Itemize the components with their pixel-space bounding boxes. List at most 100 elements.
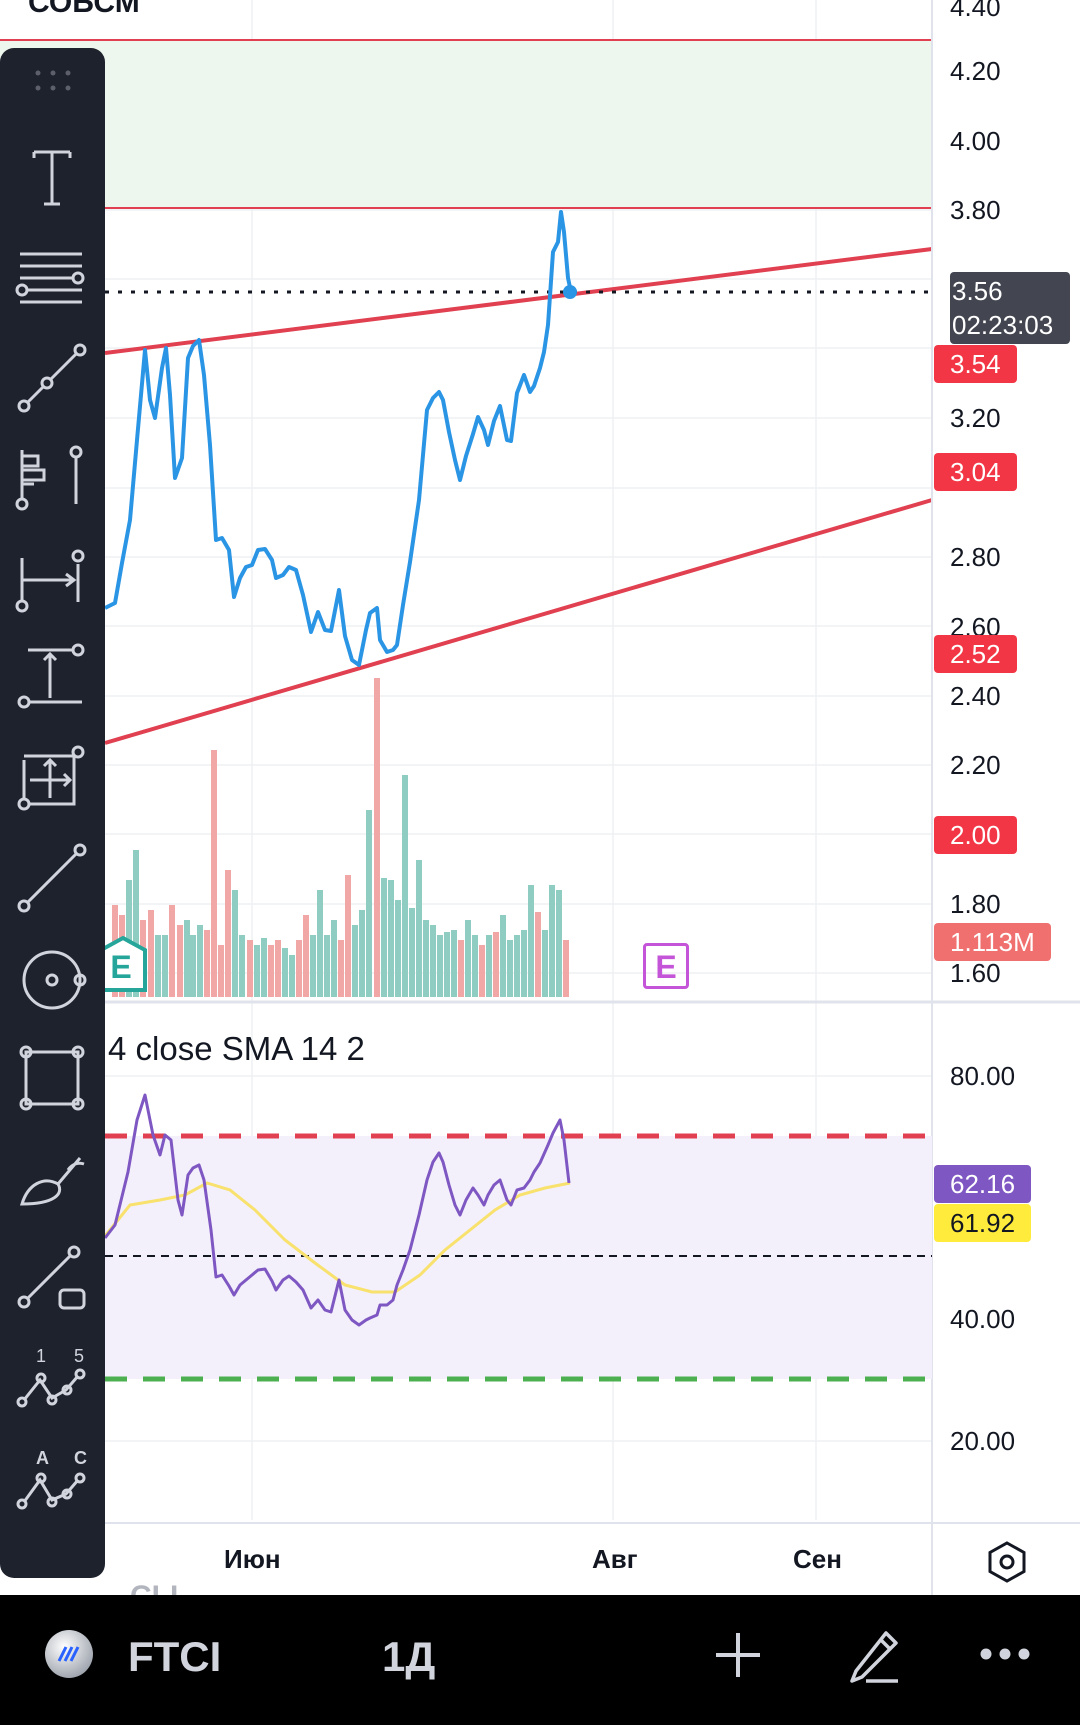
volume-bar xyxy=(493,932,499,997)
elliott-label-1: 1 xyxy=(36,1346,46,1366)
symbol-name[interactable]: FTCI xyxy=(128,1633,222,1680)
price-tick: 1.80 xyxy=(950,889,1001,919)
price-line[interactable] xyxy=(104,210,573,667)
volume-bar xyxy=(402,775,408,997)
elliott-wave-tool[interactable]: 1 5 xyxy=(0,1330,105,1430)
trendline-icon xyxy=(17,343,87,413)
volume-bar xyxy=(381,878,387,997)
volume-bar xyxy=(239,935,245,997)
chart-settings-icon[interactable] xyxy=(985,1540,1029,1584)
price-tick: 1.60 xyxy=(950,958,1001,988)
earnings-badge[interactable]: E xyxy=(110,949,132,985)
volume-bar xyxy=(282,948,288,997)
price-tick: 2.80 xyxy=(950,542,1001,572)
more-options-icon[interactable] xyxy=(978,1645,1032,1663)
callout-tool[interactable] xyxy=(0,1230,105,1330)
volume-bar xyxy=(563,940,569,997)
volume-bar xyxy=(126,880,132,997)
volume-bar xyxy=(289,955,295,997)
volume-bar xyxy=(218,945,224,997)
volume-bar xyxy=(254,945,260,997)
abc-pattern-icon: A C xyxy=(16,1448,87,1510)
rsi-line[interactable] xyxy=(103,1093,571,1327)
last-price-point[interactable] xyxy=(563,285,577,299)
date-range-tool[interactable] xyxy=(0,530,105,630)
line-tool[interactable] xyxy=(0,830,105,930)
anchor-icon xyxy=(15,445,83,511)
current-price-value: 3.56 xyxy=(952,276,1003,306)
rectangle-tool[interactable] xyxy=(0,1030,105,1130)
volume-bar xyxy=(500,915,506,997)
date-price-range-icon xyxy=(17,745,85,811)
volume-bar xyxy=(225,870,231,997)
drag-handle-icon[interactable] xyxy=(34,68,72,94)
volume-bar xyxy=(324,935,330,997)
volume-bar xyxy=(268,945,274,997)
rectangle-icon xyxy=(19,1045,85,1111)
volume-bars xyxy=(112,678,569,997)
drawing-toolbar[interactable]: 1 5 A C xyxy=(0,48,105,1578)
volume-bar xyxy=(184,920,190,997)
volume-bar xyxy=(162,935,168,997)
volume-bar xyxy=(247,940,253,997)
volume-bar xyxy=(169,905,175,997)
symbol-logo-icon[interactable] xyxy=(44,1629,94,1679)
volume-bar xyxy=(458,940,464,997)
volume-bar xyxy=(133,850,139,997)
lower-trendline[interactable] xyxy=(104,498,933,745)
volume-bar xyxy=(232,890,238,997)
volume-bar xyxy=(444,932,450,997)
volume-bar xyxy=(352,925,358,997)
rsi-band xyxy=(105,1136,932,1379)
abc-label-a: A xyxy=(36,1448,49,1468)
elliott-label-5: 5 xyxy=(74,1346,84,1366)
rsi-value-tag: 62.16 xyxy=(934,1165,1032,1203)
volume-bar xyxy=(514,935,520,997)
chart-area[interactable]: 4.40 4.20 4.00 3.80 3.20 2.80 2.40 2.20 … xyxy=(0,0,1080,1613)
earnings-badge-upcoming[interactable]: E xyxy=(643,943,689,989)
volume-bar xyxy=(155,935,161,997)
trendline-tool[interactable] xyxy=(0,330,105,430)
volume-bar xyxy=(465,920,471,997)
price-range-icon xyxy=(17,643,85,709)
target-zone[interactable] xyxy=(0,40,932,208)
interval-selector[interactable]: 1Д xyxy=(382,1633,436,1680)
volume-bar xyxy=(479,945,485,997)
text-tool[interactable] xyxy=(0,130,105,230)
circle-tool[interactable] xyxy=(0,930,105,1030)
volume-bar xyxy=(148,910,154,997)
bar-countdown: 02:23:03 xyxy=(952,310,1054,340)
indicator-title[interactable]: 4 close SMA 14 2 xyxy=(108,1030,365,1067)
volume-bar xyxy=(430,925,436,997)
volume-bar xyxy=(388,880,394,997)
horizontal-lines-tool[interactable] xyxy=(0,230,105,330)
volume-bar xyxy=(310,935,316,997)
current-price-tag: 3.56 02:23:03 xyxy=(950,272,1070,344)
volume-bar xyxy=(423,920,429,997)
volume-bar xyxy=(542,930,548,997)
drawing-pen-icon[interactable] xyxy=(842,1623,904,1685)
time-label: Авг xyxy=(592,1544,638,1574)
volume-bar xyxy=(507,940,513,997)
volume-bar xyxy=(437,935,443,997)
elliott-wave-icon: 1 5 xyxy=(16,1346,86,1408)
upper-trendline[interactable] xyxy=(104,247,933,355)
header-fragment: СОБСМ xyxy=(28,0,140,19)
add-icon[interactable] xyxy=(712,1629,764,1681)
circle-icon xyxy=(22,950,87,1010)
time-label: Сен xyxy=(793,1544,842,1574)
chart-canvas[interactable] xyxy=(0,0,1080,1595)
abc-pattern-tool[interactable]: A C xyxy=(0,1434,105,1534)
volume-bar xyxy=(528,885,534,997)
date-price-range-tool[interactable] xyxy=(0,730,105,830)
volume-bar xyxy=(521,930,527,997)
volume-bar xyxy=(317,890,323,997)
volume-bar xyxy=(451,930,457,997)
volume-bar xyxy=(303,915,309,997)
price-range-tool[interactable] xyxy=(0,630,105,730)
abc-label-c: C xyxy=(74,1448,87,1468)
volume-bar xyxy=(275,940,281,997)
anchor-tool[interactable] xyxy=(0,430,105,530)
price-tag-level: 2.00 xyxy=(934,816,1017,854)
brush-tool[interactable] xyxy=(0,1130,105,1230)
